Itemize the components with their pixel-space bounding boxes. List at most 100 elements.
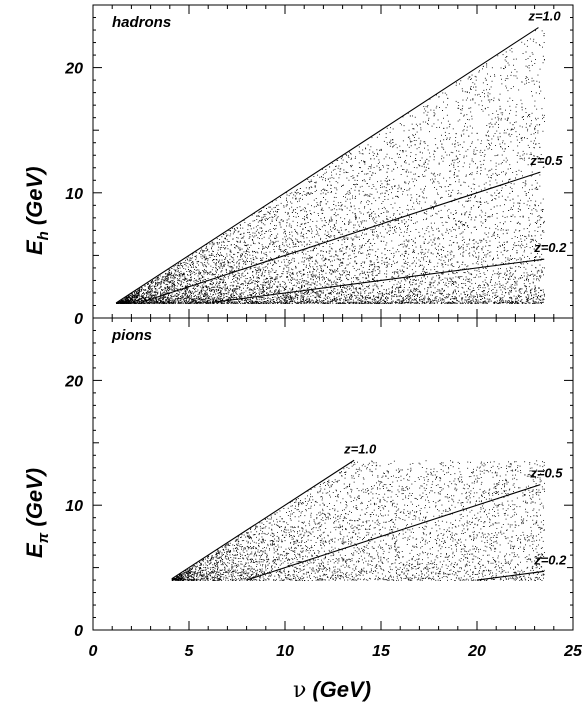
scatter-point xyxy=(262,301,264,303)
scatter-point xyxy=(184,293,186,295)
scatter-point xyxy=(190,278,192,280)
scatter-point xyxy=(416,213,417,215)
scatter-point xyxy=(534,303,536,304)
scatter-point xyxy=(334,288,336,290)
scatter-point xyxy=(494,303,495,304)
scatter-point xyxy=(282,220,284,222)
scatter-point xyxy=(241,258,243,260)
scatter-point xyxy=(457,102,459,103)
scatter-point xyxy=(409,302,411,304)
scatter-point xyxy=(316,189,317,191)
scatter-point xyxy=(338,177,340,179)
scatter-point xyxy=(229,297,231,299)
scatter-point xyxy=(136,301,138,303)
scatter-point xyxy=(494,301,495,303)
scatter-point xyxy=(207,258,209,260)
scatter-point xyxy=(205,290,207,292)
scatter-point xyxy=(328,279,329,281)
scatter-point xyxy=(339,273,340,275)
scatter-point xyxy=(241,295,242,297)
scatter-point xyxy=(391,277,393,278)
scatter-point xyxy=(302,208,304,210)
scatter-point xyxy=(352,301,354,303)
scatter-point xyxy=(503,295,505,297)
scatter-point xyxy=(389,145,391,147)
scatter-point xyxy=(329,293,331,294)
scatter-point xyxy=(356,183,358,185)
scatter-point xyxy=(446,154,448,156)
scatter-point xyxy=(433,208,434,210)
scatter-point xyxy=(247,283,249,285)
scatter-point xyxy=(323,277,325,278)
scatter-point xyxy=(350,258,352,259)
scatter-point xyxy=(386,273,388,275)
scatter-point xyxy=(341,250,343,252)
scatter-point xyxy=(196,302,198,304)
scatter-point xyxy=(432,230,434,231)
scatter-point xyxy=(439,276,441,278)
scatter-point xyxy=(360,300,362,302)
scatter-point xyxy=(458,105,460,106)
scatter-point xyxy=(431,206,433,207)
scatter-point xyxy=(406,267,408,269)
scatter-point xyxy=(367,297,369,299)
scatter-point xyxy=(146,301,148,303)
scatter-point xyxy=(415,300,417,301)
scatter-point xyxy=(253,243,254,244)
scatter-point xyxy=(165,283,167,285)
scatter-point xyxy=(308,188,310,190)
scatter-point xyxy=(198,277,200,279)
scatter-point xyxy=(320,193,322,195)
scatter-point xyxy=(274,291,276,292)
scatter-point xyxy=(378,216,380,218)
scatter-point xyxy=(373,279,375,281)
scatter-point xyxy=(204,282,206,283)
scatter-point xyxy=(515,298,517,299)
scatter-point xyxy=(331,255,333,257)
scatter-point xyxy=(471,301,472,303)
scatter-point xyxy=(311,181,313,182)
scatter-point xyxy=(443,290,445,292)
scatter-point xyxy=(443,148,445,150)
scatter-point xyxy=(460,293,462,295)
scatter-point xyxy=(392,197,394,199)
scatter-point xyxy=(216,242,218,243)
scatter-point xyxy=(260,296,261,298)
scatter-point xyxy=(518,241,520,242)
scatter-point xyxy=(135,298,137,300)
scatter-point xyxy=(444,205,446,207)
scatter-point xyxy=(286,273,288,275)
scatter-point xyxy=(260,235,261,236)
scatter-point xyxy=(402,116,404,118)
scatter-point xyxy=(129,300,131,302)
scatter-point xyxy=(367,173,369,175)
scatter-point xyxy=(310,266,311,268)
scatter-point xyxy=(192,299,193,300)
scatter-point xyxy=(438,274,439,276)
scatter-point xyxy=(373,231,375,233)
scatter-point xyxy=(317,241,319,243)
scatter-point xyxy=(191,279,192,281)
scatter-point xyxy=(153,294,155,296)
scatter-point xyxy=(498,163,500,165)
scatter-point xyxy=(428,160,430,162)
scatter-point xyxy=(464,229,466,230)
scatter-point xyxy=(473,239,474,241)
scatter-point xyxy=(387,266,388,268)
scatter-point xyxy=(526,297,528,299)
scatter-point xyxy=(535,298,537,300)
scatter-point xyxy=(167,280,169,282)
scatter-point xyxy=(526,204,528,206)
scatter-point xyxy=(500,289,502,291)
scatter-point xyxy=(520,258,522,260)
scatter-point xyxy=(403,297,404,299)
scatter-point xyxy=(232,227,234,229)
scatter-point xyxy=(393,144,395,146)
scatter-point xyxy=(402,150,404,152)
scatter-point xyxy=(225,247,227,249)
scatter-point xyxy=(461,214,463,216)
scatter-point xyxy=(385,187,387,189)
scatter-point xyxy=(450,299,451,300)
scatter-point xyxy=(469,273,471,275)
scatter-point xyxy=(257,221,259,223)
